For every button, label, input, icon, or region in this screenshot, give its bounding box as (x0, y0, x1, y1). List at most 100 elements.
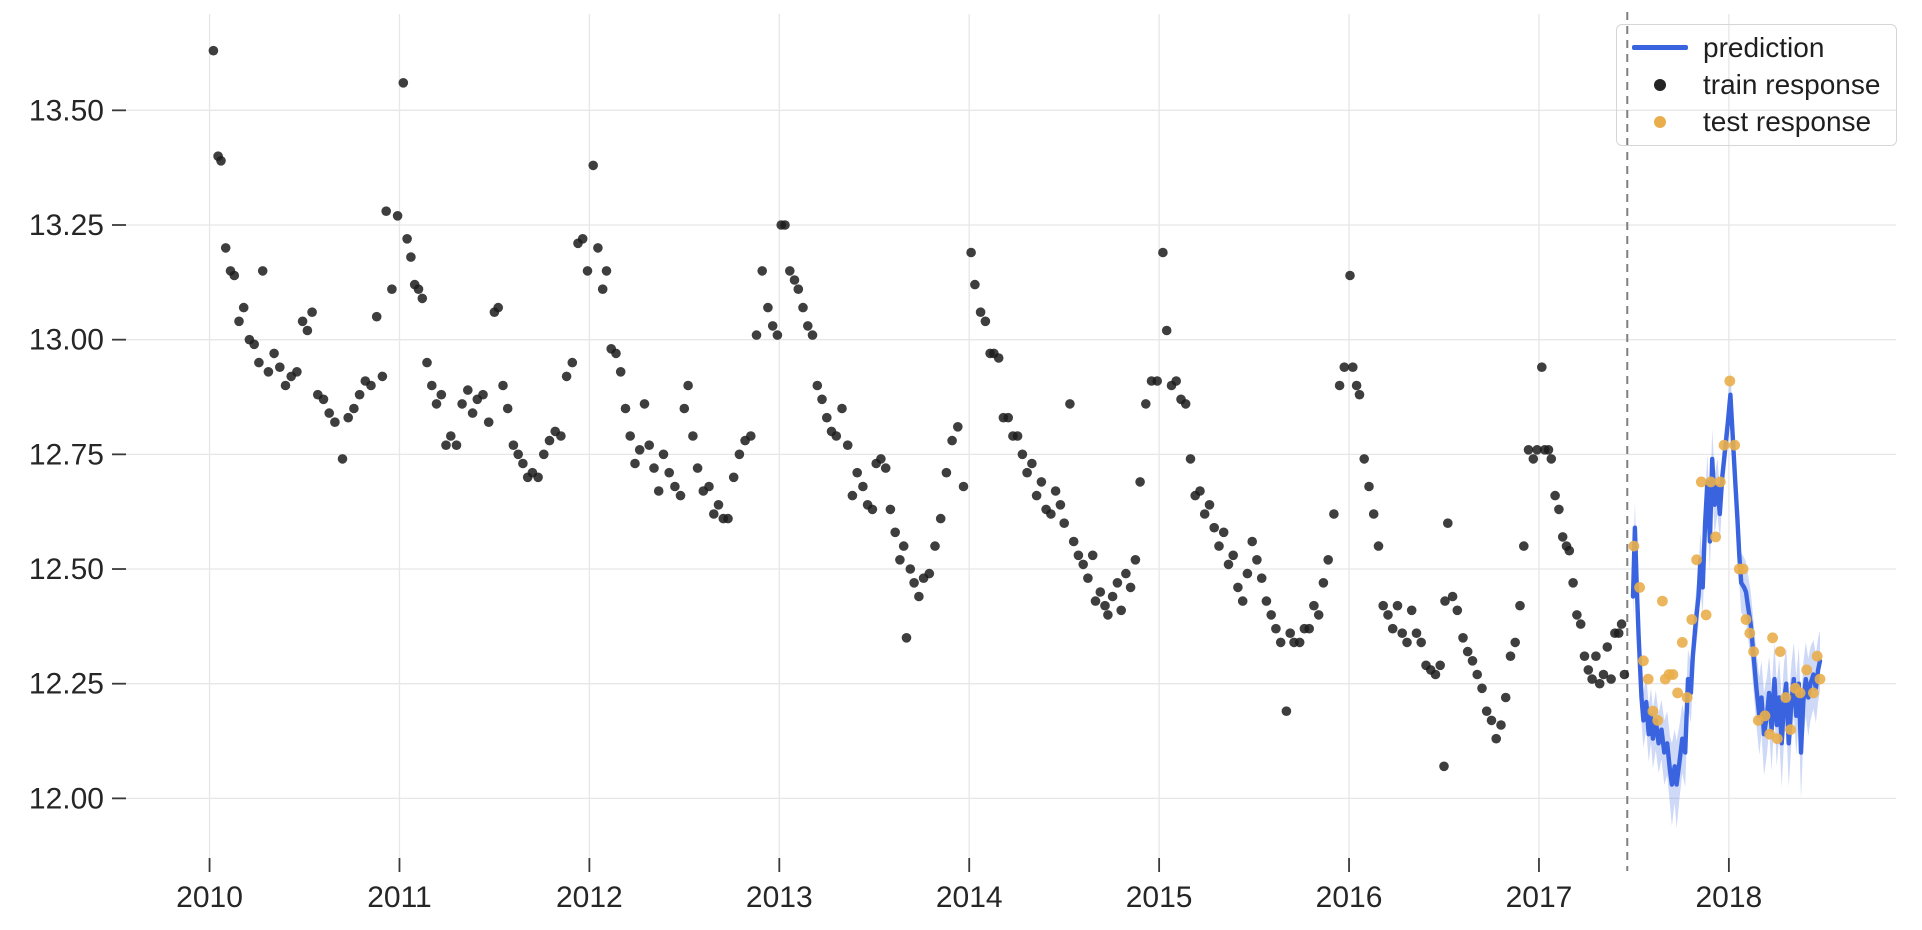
train-point (1285, 628, 1295, 638)
train-point (909, 578, 919, 588)
train-point (324, 408, 335, 418)
train-point (1228, 550, 1238, 561)
train-point (1510, 637, 1520, 648)
train-point (234, 316, 244, 327)
train-point (1339, 362, 1350, 373)
train-point (1458, 633, 1468, 643)
train-point (1161, 325, 1172, 336)
y-tick-label: 12.00 (29, 782, 104, 815)
train-point (953, 422, 963, 432)
train-point (1171, 376, 1181, 386)
train-point (539, 449, 549, 460)
train-point (518, 458, 528, 469)
train-point (483, 417, 494, 428)
train-point (413, 284, 424, 295)
train-point (1103, 610, 1113, 620)
train-point (1247, 536, 1257, 547)
train-point (1345, 270, 1355, 281)
train-point (644, 440, 654, 451)
train-point (1055, 500, 1066, 510)
train-point (1397, 628, 1407, 638)
train-point (307, 307, 317, 318)
train-point (1065, 399, 1075, 409)
train-point (1027, 458, 1037, 469)
legend-label-prediction: prediction (1703, 31, 1825, 63)
x-tick-label: 2015 (1126, 881, 1193, 914)
train-point (238, 302, 249, 313)
train-point (1500, 692, 1511, 703)
train-point (354, 389, 365, 400)
train-point (451, 440, 462, 451)
train-point (1452, 605, 1463, 616)
test-point (1647, 705, 1659, 717)
train-point (249, 339, 259, 350)
train-point (1116, 605, 1126, 616)
train-point (502, 403, 513, 414)
x-tick-label: 2010 (176, 881, 243, 914)
train-point (1017, 449, 1028, 460)
train-point (427, 380, 437, 391)
train-point (852, 467, 862, 478)
test-point (1771, 733, 1783, 745)
train-point (457, 399, 467, 409)
train-point (728, 472, 739, 483)
train-point (958, 481, 969, 492)
test-point (1759, 710, 1771, 722)
train-point (1486, 715, 1497, 726)
train-point (1528, 454, 1539, 464)
train-point (1204, 500, 1215, 510)
train-point (822, 412, 832, 423)
train-point (1313, 610, 1324, 620)
x-tick-label: 2016 (1316, 881, 1383, 914)
train-point (1152, 376, 1162, 386)
train-point (1073, 550, 1084, 561)
train-point (567, 357, 578, 368)
train-point (1256, 573, 1267, 583)
train-point (371, 311, 382, 322)
train-point (1383, 610, 1393, 620)
train-point (1613, 628, 1624, 638)
train-point (387, 284, 397, 295)
train-point (901, 633, 912, 643)
train-point (431, 399, 442, 409)
train-point (1554, 504, 1564, 515)
train-point (1579, 651, 1590, 661)
train-point (1003, 412, 1013, 423)
train-point (905, 564, 916, 574)
train-point (885, 504, 896, 515)
train-point (634, 445, 645, 455)
train-point (734, 449, 745, 460)
train-point (533, 472, 543, 483)
test-point (1740, 614, 1752, 625)
train-point (1242, 568, 1253, 579)
train-point (1481, 706, 1492, 716)
axes: 2010 2011 2012 2013 2014 2015 2016 2017 2018 13.5… (29, 94, 1762, 914)
test-point (1744, 627, 1756, 639)
test-point (1686, 614, 1698, 625)
train-point (254, 357, 264, 368)
train-point (1411, 628, 1422, 638)
train-point (664, 467, 674, 478)
train-point (966, 247, 976, 258)
train-point (1261, 596, 1272, 606)
train-point (1209, 522, 1219, 533)
train-point (842, 440, 853, 451)
train-point (1572, 610, 1582, 620)
train-point (1462, 646, 1473, 657)
train-point (1022, 467, 1032, 478)
train-point (649, 463, 659, 473)
train-point (593, 243, 603, 253)
train-point (582, 266, 593, 276)
train-point (1100, 600, 1110, 611)
train-point (1214, 541, 1224, 551)
x-tick-label: 2012 (556, 881, 623, 914)
test-point (1724, 375, 1736, 387)
test-point (1700, 609, 1712, 621)
train-point (941, 467, 952, 478)
train-point (1095, 587, 1106, 597)
train-point (1440, 596, 1450, 606)
train-point (1568, 578, 1578, 588)
train-point (381, 206, 392, 216)
train-point (1266, 610, 1276, 620)
